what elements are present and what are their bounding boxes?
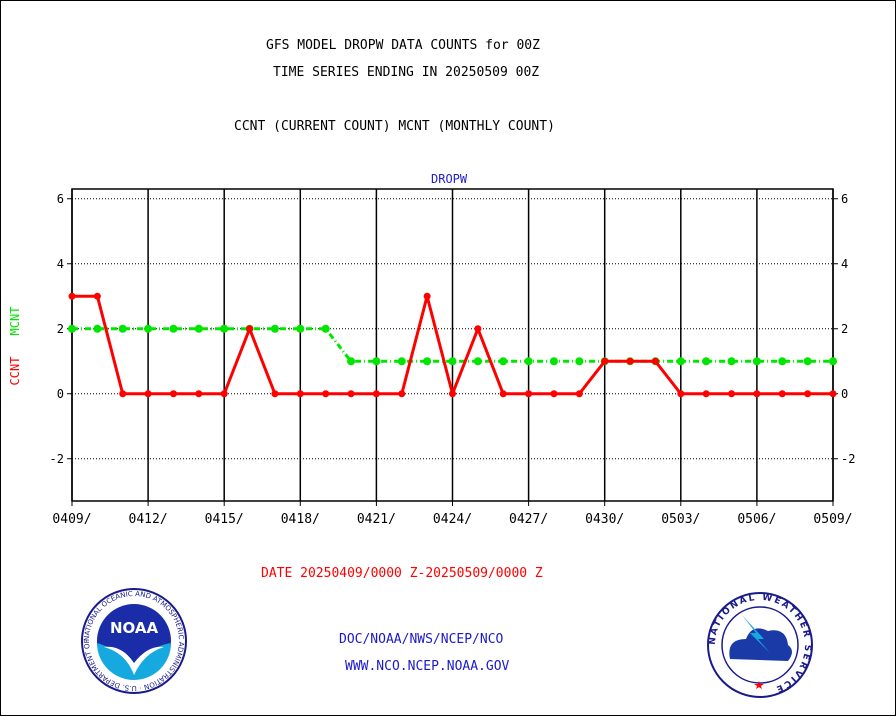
mcnt-point (549, 357, 558, 366)
x-tick-label: 0509/ (813, 512, 852, 527)
y-tick-label-left: 0 (57, 387, 64, 401)
mcnt-point (499, 357, 508, 366)
ccnt-point (525, 390, 533, 398)
y-tick-label-right: 2 (841, 322, 848, 336)
ccnt-point (474, 325, 482, 333)
mcnt-point (727, 357, 736, 366)
y-tick-label-right: -2 (841, 452, 855, 466)
mcnt-point (270, 324, 279, 333)
ccnt-point (322, 390, 330, 398)
nws-logo-lightning (742, 615, 770, 653)
ccnt-point (93, 292, 101, 300)
x-tick-label: 0421/ (357, 512, 396, 527)
y-tick-label-left: 4 (57, 257, 64, 271)
ccnt-point (372, 390, 380, 398)
ccnt-point (68, 292, 76, 300)
ccnt-point (575, 390, 583, 398)
ccnt-point (753, 390, 761, 398)
x-tick-label: 0418/ (281, 512, 320, 527)
ccnt-point (651, 357, 659, 365)
noaa-logo-text: NOAA (110, 619, 159, 637)
mcnt-point (118, 324, 127, 333)
mcnt-point (778, 357, 787, 366)
plot-frame (71, 188, 834, 502)
noaa-ring-text: NATIONAL OCEANIC AND ATMOSPHERIC ADMINIS… (0, 0, 185, 692)
y-axis-label: CCNT MCNT (8, 307, 22, 386)
mcnt-point (524, 357, 533, 366)
ccnt-point (398, 390, 406, 398)
mcnt-point (194, 324, 203, 333)
ccnt-point (778, 390, 786, 398)
y-tick-label-left: -2 (50, 452, 64, 466)
mcnt-point (296, 324, 305, 333)
y-tick-label-right: 0 (841, 387, 848, 401)
y-axis-label-mcnt: MCNT (8, 307, 22, 336)
ccnt-point (423, 292, 431, 300)
y-axis-label-ccnt: CCNT (8, 357, 22, 386)
ccnt-point (702, 390, 710, 398)
y-tick-label-left: 2 (57, 322, 64, 336)
nws-logo-cloud (729, 628, 792, 661)
ccnt-point (499, 390, 507, 398)
ccnt-point (550, 390, 558, 398)
ccnt-point (728, 390, 736, 398)
ccnt-point (169, 390, 177, 398)
x-tick-label: 0415/ (205, 512, 244, 527)
mcnt-point (220, 324, 229, 333)
mcnt-point (397, 357, 406, 366)
mcnt-point (68, 324, 76, 333)
x-tick-label: 0412/ (129, 512, 168, 527)
panel-title: DROPW (431, 172, 468, 186)
mcnt-point (752, 357, 761, 366)
x-tick-label: 0424/ (433, 512, 472, 527)
ccnt-point (626, 357, 634, 365)
mcnt-point (321, 324, 330, 333)
ccnt-point (449, 390, 456, 398)
mcnt-point (347, 357, 356, 366)
ccnt-point (677, 390, 685, 398)
ccnt-point (144, 390, 152, 398)
x-tick-label: 0503/ (661, 512, 700, 527)
nws-logo-star (754, 681, 764, 689)
ccnt-point (829, 390, 837, 398)
mcnt-point (144, 324, 153, 333)
title-line-1: GFS MODEL DROPW DATA COUNTS for 00Z (266, 38, 540, 53)
mcnt-point (702, 357, 711, 366)
x-tick-label: 0427/ (509, 512, 548, 527)
ccnt-point (601, 357, 609, 365)
org-path: DOC/NOAA/NWS/NCEP/NCO (339, 632, 504, 647)
mcnt-point (423, 357, 432, 366)
mcnt-point (169, 324, 178, 333)
mcnt-point (803, 357, 812, 366)
ccnt-point (246, 325, 254, 333)
ccnt-point (296, 390, 304, 398)
website-link[interactable]: WWW.NCO.NCEP.NOAA.GOV (345, 659, 510, 674)
mcnt-point (93, 324, 102, 333)
x-tick-label: 0506/ (737, 512, 776, 527)
title-line-2: TIME SERIES ENDING IN 20250509 00Z (273, 65, 540, 80)
ccnt-point (195, 390, 203, 398)
y-tick-label-right: 6 (841, 192, 848, 206)
mcnt-point (829, 357, 837, 366)
mcnt-point (448, 357, 457, 366)
x-tick-label: 0430/ (585, 512, 624, 527)
subtitle: CCNT (CURRENT COUNT) MCNT (MONTHLY COUNT… (234, 119, 555, 134)
y-tick-label-right: 4 (841, 257, 848, 271)
ccnt-point (119, 390, 127, 398)
x-tick-label: 0409/ (52, 512, 91, 527)
ccnt-point (271, 390, 279, 398)
ccnt-point (804, 390, 812, 398)
y-tick-label-left: 6 (57, 192, 64, 206)
noaa-logo-bird (104, 646, 164, 675)
mcnt-point (372, 357, 381, 366)
ccnt-point (220, 390, 228, 398)
mcnt-point (473, 357, 482, 366)
mcnt-point (676, 357, 685, 366)
noaa-ring-textpath: NATIONAL OCEANIC AND ATMOSPHERIC ADMINIS… (0, 0, 185, 692)
mcnt-point (575, 357, 584, 366)
ccnt-point (347, 390, 355, 398)
date-range: DATE 20250409/0000 Z-20250509/0000 Z (261, 566, 543, 581)
